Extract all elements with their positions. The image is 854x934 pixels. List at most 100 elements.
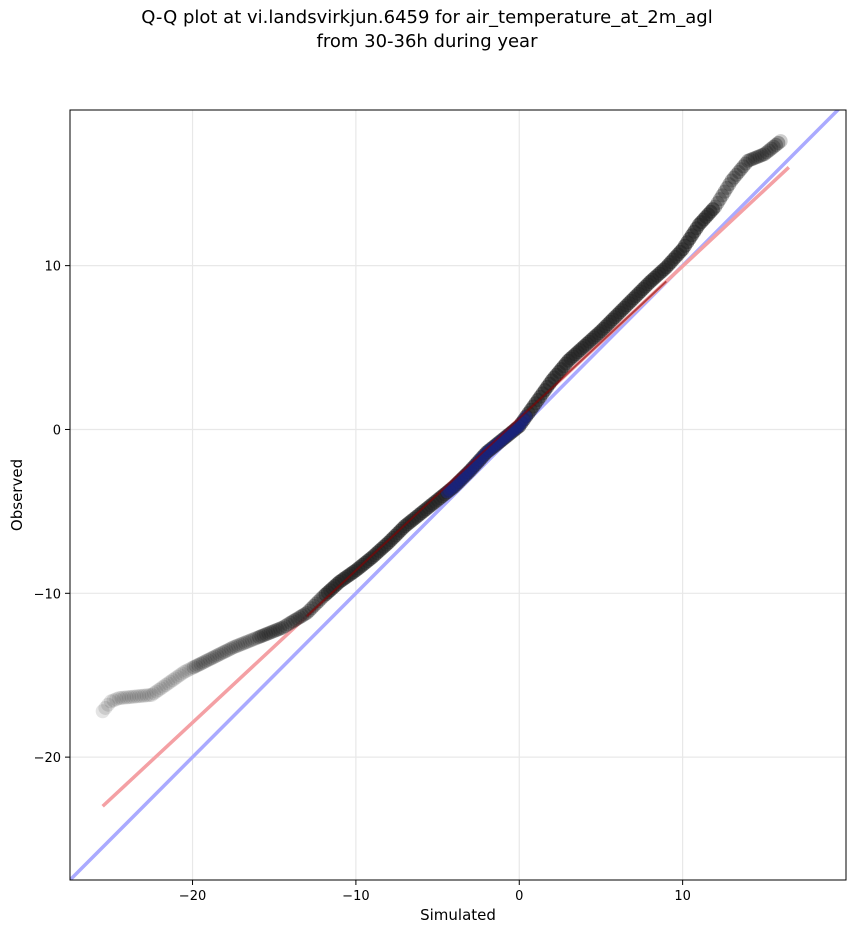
quantile-point xyxy=(124,689,139,704)
quantile-point xyxy=(168,671,183,686)
quantile-point xyxy=(766,139,781,154)
quantile-point xyxy=(270,622,285,637)
quantile-point xyxy=(154,681,169,696)
quantile-point xyxy=(295,608,310,623)
y-axis-label: Observed xyxy=(8,459,26,531)
quantile-point xyxy=(247,631,262,646)
quantile-point xyxy=(106,693,121,708)
quantile-point xyxy=(266,624,281,639)
quantile-point xyxy=(747,150,762,165)
quantile-point xyxy=(233,637,248,652)
y-tick-label: −10 xyxy=(34,587,61,602)
quantile-point xyxy=(733,162,748,177)
x-tick-label: −10 xyxy=(342,889,369,904)
quantile-point xyxy=(151,682,166,697)
quantile-point xyxy=(165,673,180,688)
quantile-point xyxy=(283,615,298,630)
quantile-point xyxy=(717,184,732,199)
quantile-point xyxy=(221,642,236,657)
quantile-point xyxy=(252,630,267,645)
quantile-point xyxy=(722,177,737,192)
quantile-point xyxy=(224,641,239,656)
quantile-point xyxy=(205,650,220,665)
quantile-point xyxy=(139,688,154,703)
quantile-point xyxy=(149,684,164,699)
quantile-point xyxy=(134,688,149,703)
quantile-point xyxy=(705,202,720,217)
quantile-point xyxy=(715,188,730,203)
quantile-point xyxy=(226,640,241,655)
quantile-point xyxy=(719,180,734,195)
quantile-point xyxy=(745,151,760,166)
quantile-point xyxy=(757,147,772,162)
quantile-point xyxy=(142,688,157,703)
quantile-point xyxy=(189,659,204,674)
quantile-point xyxy=(103,694,118,709)
quantile-point xyxy=(754,148,769,163)
quantile-point xyxy=(95,704,110,719)
quantile-point xyxy=(122,690,137,705)
quantile-point xyxy=(740,153,755,168)
quantile-point xyxy=(117,690,132,705)
quantile-point xyxy=(132,689,147,704)
axis-ticks: −20 −10 0 10 −20 −10 0 10 xyxy=(34,260,691,904)
quantile-point xyxy=(273,621,288,636)
quantile-point xyxy=(285,614,300,629)
quantile-point xyxy=(217,645,232,660)
quantile-point xyxy=(288,612,303,627)
plot-area xyxy=(70,110,841,880)
quantile-point xyxy=(738,156,753,171)
quantile-point xyxy=(98,700,113,715)
quantile-point xyxy=(736,159,751,174)
quantile-point xyxy=(263,625,278,640)
chart-title: Q-Q plot at vi.landsvirkjun.6459 for air… xyxy=(141,7,713,28)
quantile-point xyxy=(724,173,739,188)
quantile-point xyxy=(752,149,767,164)
quantile-point xyxy=(127,689,142,704)
chart-subtitle: from 30-36h during year xyxy=(316,31,538,52)
quantile-point xyxy=(193,656,208,671)
quantile-point xyxy=(726,170,741,185)
quantile-point xyxy=(156,679,171,694)
quantile-point xyxy=(773,134,788,149)
quantile-point xyxy=(290,611,305,626)
quantile-point xyxy=(302,603,317,618)
quantile-point xyxy=(764,141,779,156)
quantile-point xyxy=(203,652,218,667)
quantile-point xyxy=(242,633,257,648)
quantile-point xyxy=(163,674,178,689)
quantile-point xyxy=(304,601,319,616)
fit-line-overlay xyxy=(306,280,667,617)
quantile-point xyxy=(712,192,727,207)
x-tick-label: 0 xyxy=(515,889,523,904)
quantile-point xyxy=(261,626,276,641)
quantile-point xyxy=(235,636,250,651)
quantile-point xyxy=(254,629,269,644)
quantile-point xyxy=(249,631,264,645)
quantile-point xyxy=(196,655,211,670)
quantile-point xyxy=(212,647,227,662)
quantile-point xyxy=(743,152,758,167)
quantile-point xyxy=(309,596,324,611)
quantile-point xyxy=(759,145,774,160)
quantile-point xyxy=(210,648,225,663)
quantile-point xyxy=(101,697,116,712)
quantile-point xyxy=(147,686,162,701)
quantile-point xyxy=(112,691,127,706)
quantile-point xyxy=(731,165,746,180)
quantile-point xyxy=(708,199,723,214)
quantile-point xyxy=(129,689,144,704)
quantile-point xyxy=(231,638,246,653)
quantile-point xyxy=(109,692,124,707)
quantile-point xyxy=(161,676,176,691)
quantile-point xyxy=(175,666,190,681)
quantile-point xyxy=(245,632,260,647)
quantile-point xyxy=(179,663,194,678)
quantile-point xyxy=(137,688,152,703)
quantile-point xyxy=(158,678,173,693)
quantile-point xyxy=(761,143,776,158)
x-tick-label: 10 xyxy=(674,889,691,904)
quantile-point xyxy=(268,623,283,638)
quantile-point xyxy=(238,635,253,650)
